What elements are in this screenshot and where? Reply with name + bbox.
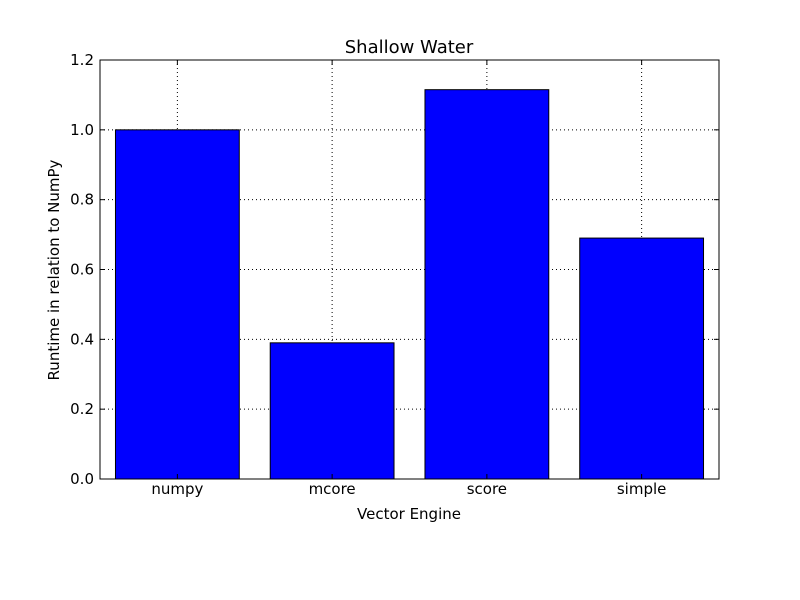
y-axis-label: Runtime in relation to NumPy [45,159,63,380]
y-tick-label: 0.8 [70,191,94,209]
bar-numpy [114,129,240,480]
x-axis-label: Vector Engine [357,505,461,523]
x-tick-label: score [467,480,507,498]
bars-layer [114,89,705,480]
y-tick-label: 1.0 [70,121,94,139]
y-tick-label: 0.2 [70,400,94,418]
bar-score [424,89,550,480]
chart-title: Shallow Water [345,37,474,58]
y-tick-label: 0.4 [70,330,94,348]
ticks-layer: 0.0 0.2 0.4 0.6 0.8 1.0 1.2 numpy mcore score simp… [70,51,719,498]
bar-mcore [269,342,395,480]
y-tick-label: 0.0 [70,470,94,488]
y-tick-label: 0.6 [70,261,94,279]
x-tick-label: mcore [309,480,356,498]
x-tick-label: simple [617,480,667,498]
y-tick-label: 1.2 [70,51,94,69]
x-tick-label: numpy [151,480,203,498]
bar-simple [579,237,705,480]
